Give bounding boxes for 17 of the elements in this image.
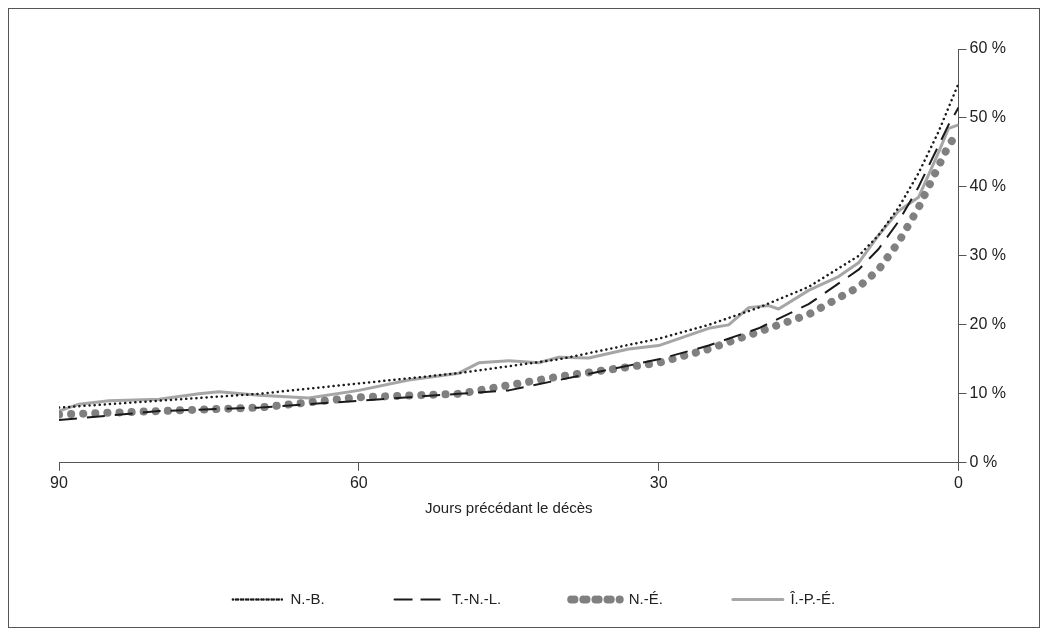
legend-label: N.-É. [628, 589, 663, 607]
y-tick-label: 30 % [969, 246, 1006, 264]
legend-label: N.-B. [290, 589, 325, 607]
y-tick-label: 10 % [969, 384, 1006, 402]
y-tick-label: 40 % [969, 177, 1006, 195]
x-tick-label: 60 [349, 473, 368, 491]
x-tick-label: 90 [50, 473, 68, 491]
x-tick-label: 0 [954, 473, 964, 491]
y-tick-label: 50 % [969, 108, 1006, 126]
legend-label: Î.-P.-É. [789, 589, 836, 607]
frame: Jours précédant le décès N.-B. T.-N.-L. N.-É. Î.-P.-É. 90 60 30 0 0 % 10 % 20 % 30 % 40 % 50 % 60 % [8, 8, 1040, 628]
x-tick-label: 30 [649, 473, 668, 491]
legend-label: T.-N.-L. [452, 589, 502, 607]
y-tick-label: 60 % [969, 39, 1006, 57]
x-axis-title: Jours précédant le décès [424, 499, 593, 517]
y-tick-label: 0 % [969, 453, 998, 471]
y-tick-label: 20 % [969, 315, 1006, 333]
